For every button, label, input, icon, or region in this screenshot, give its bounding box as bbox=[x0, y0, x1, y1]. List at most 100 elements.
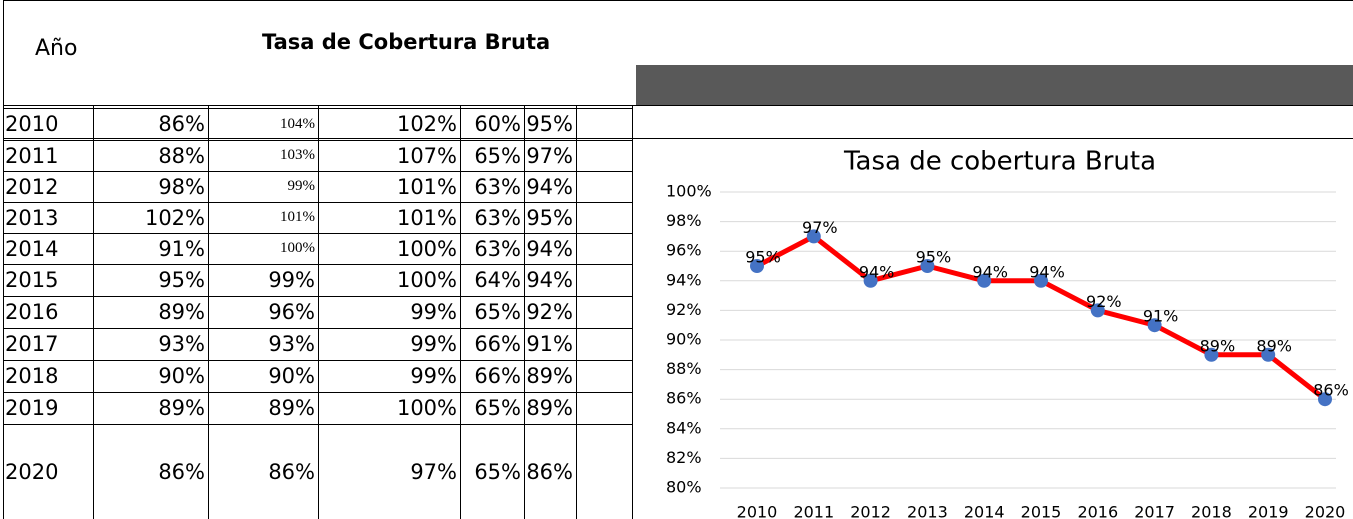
x-tick-label: 2014 bbox=[964, 503, 1005, 519]
table-cell: 94% bbox=[526, 268, 573, 292]
table-cell: 96% bbox=[268, 300, 315, 324]
row-line bbox=[3, 138, 1353, 139]
marker bbox=[1034, 273, 1048, 288]
table-cell: 86% bbox=[268, 459, 315, 484]
data-label: 94% bbox=[1029, 262, 1065, 281]
column-line bbox=[318, 106, 319, 519]
y-tick-label: 100% bbox=[666, 182, 712, 201]
table-cell: 94% bbox=[526, 236, 573, 261]
table-cell: 65% bbox=[474, 300, 521, 324]
y-tick-label: 82% bbox=[666, 448, 702, 467]
y-tick-label: 80% bbox=[666, 478, 702, 497]
marker bbox=[806, 229, 821, 244]
table-cell: 103% bbox=[280, 147, 315, 163]
column-line bbox=[632, 106, 633, 519]
row-line bbox=[3, 171, 632, 172]
data-label: 97% bbox=[802, 218, 838, 237]
table-cell: 66% bbox=[474, 332, 521, 356]
row-line bbox=[3, 424, 632, 425]
table-cell: 63% bbox=[474, 174, 521, 199]
table-cell: 99% bbox=[410, 364, 457, 388]
table-cell: 101% bbox=[396, 174, 457, 199]
chart-title: Tasa de cobertura Bruta bbox=[843, 147, 1156, 177]
table-cell: 95% bbox=[526, 205, 573, 230]
data-label: 94% bbox=[859, 262, 895, 281]
table-cell: 63% bbox=[474, 236, 521, 261]
table-cell: 95% bbox=[526, 112, 573, 136]
top-border bbox=[3, 0, 1353, 1]
dark-band bbox=[636, 65, 1353, 105]
column-line bbox=[524, 106, 525, 519]
table-cell: 66% bbox=[474, 364, 521, 388]
chart: Tasa de cobertura Bruta 80% 82% 84% 86% 88% 9… bbox=[666, 147, 1349, 519]
y-tick-label: 92% bbox=[666, 300, 702, 319]
table-cell: 102% bbox=[144, 205, 205, 230]
table-cell: 97% bbox=[526, 143, 573, 168]
data-label: 89% bbox=[1256, 336, 1292, 355]
table-cell: 2016 bbox=[5, 300, 59, 324]
table-cell: 64% bbox=[474, 268, 521, 292]
table-cell: 2019 bbox=[5, 396, 59, 420]
data-label: 92% bbox=[1086, 292, 1122, 311]
y-tick-label: 86% bbox=[666, 389, 702, 408]
table-cell: 100% bbox=[396, 236, 457, 261]
x-tick-label: 2013 bbox=[907, 503, 948, 519]
table-cell: 99% bbox=[268, 268, 315, 292]
table-cell: 99% bbox=[410, 300, 457, 324]
x-tick-label: 2017 bbox=[1134, 503, 1175, 519]
table-cell: 99% bbox=[287, 178, 316, 194]
data-label: 94% bbox=[972, 262, 1008, 281]
table-cell: 97% bbox=[410, 459, 457, 484]
table-cell: 95% bbox=[158, 268, 205, 292]
table-cell: 89% bbox=[526, 396, 573, 420]
table-cell: 94% bbox=[526, 174, 573, 199]
y-tick-label: 98% bbox=[666, 211, 702, 230]
data-label: 91% bbox=[1143, 307, 1179, 326]
table-cell: 101% bbox=[280, 209, 315, 225]
table-title: Tasa de Cobertura Bruta bbox=[262, 30, 551, 54]
x-tick-label: 2011 bbox=[793, 503, 834, 519]
table-cell: 2018 bbox=[5, 364, 59, 388]
table-cell: 93% bbox=[268, 332, 315, 356]
table-cell: 90% bbox=[158, 364, 205, 388]
table-cell: 90% bbox=[268, 364, 315, 388]
x-tick-label: 2015 bbox=[1021, 503, 1062, 519]
table-cell: 86% bbox=[526, 459, 573, 484]
table-cell: 107% bbox=[396, 143, 457, 168]
column-line bbox=[3, 106, 4, 519]
data-label: 89% bbox=[1200, 336, 1236, 355]
table-cell: 100% bbox=[396, 268, 457, 292]
table-cell: 98% bbox=[158, 174, 205, 199]
y-tick-label: 94% bbox=[666, 270, 702, 289]
table-cell: 2012 bbox=[5, 174, 59, 199]
table-cell: 101% bbox=[396, 205, 457, 230]
y-tick-label: 96% bbox=[666, 241, 702, 260]
data-label: 95% bbox=[745, 248, 781, 267]
x-tick-label: 2012 bbox=[850, 503, 891, 519]
table-cell: 89% bbox=[268, 396, 315, 420]
table-cell: 92% bbox=[526, 300, 573, 324]
marker bbox=[1261, 347, 1276, 362]
y-tick-label: 88% bbox=[666, 359, 702, 378]
marker bbox=[1090, 303, 1105, 318]
marker bbox=[863, 273, 878, 288]
y-tick-label: 90% bbox=[666, 330, 702, 349]
marker bbox=[1318, 392, 1332, 407]
year-header: Año bbox=[35, 36, 78, 61]
x-tick-label: 2018 bbox=[1191, 503, 1232, 519]
column-line bbox=[576, 106, 577, 519]
table-cell: 99% bbox=[410, 332, 457, 356]
y-tick-label: 84% bbox=[666, 418, 702, 437]
x-tick-label: 2020 bbox=[1305, 503, 1346, 519]
table-cell: 102% bbox=[396, 112, 457, 136]
marker bbox=[977, 273, 992, 288]
x-tick-label: 2010 bbox=[737, 503, 778, 519]
row-line bbox=[3, 360, 632, 361]
table-cell: 89% bbox=[526, 364, 573, 388]
column-line bbox=[460, 106, 461, 519]
data-label: 86% bbox=[1313, 381, 1349, 400]
table-cell: 65% bbox=[474, 396, 521, 420]
table-cell: 65% bbox=[474, 459, 521, 484]
line bbox=[755, 233, 1327, 402]
table-cell: 2017 bbox=[5, 332, 59, 356]
